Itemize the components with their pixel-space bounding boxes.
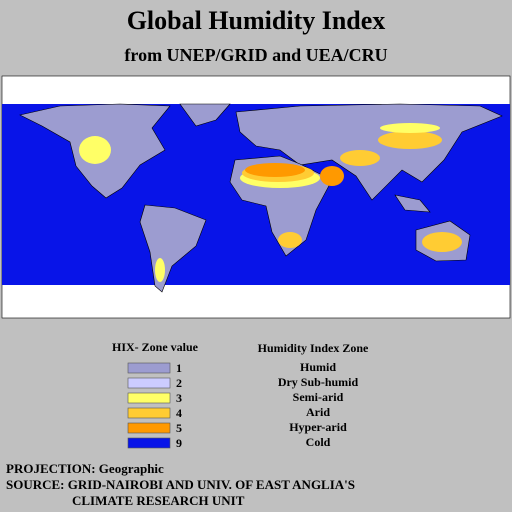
legend-zone-heading: Humidity Index Zone [258,341,369,355]
legend-swatch [127,437,171,449]
legend-swatch [127,362,171,374]
arid-zone [340,150,380,166]
legend-zone: Hyper-arid [289,420,347,434]
legend-zone: Dry Sub-humid [278,375,359,389]
legend-zone: Humid [300,360,336,374]
legend-zone: Semi-arid [293,390,344,404]
indonesia [394,194,431,213]
hyper-arid-zone [320,166,344,186]
legend-value-heading: HIX- Zone value [112,340,199,354]
source: SOURCE: GRID-NAIROBI AND UNIV. OF EAST A… [6,477,355,492]
semi-arid-zone [79,136,111,164]
legend-value: 1 [176,361,182,375]
legend-zone: Arid [306,405,330,419]
legend-zone: Cold [306,435,331,449]
title: Global Humidity Index [127,6,386,35]
semi-arid-zone [380,123,440,133]
source: CLIMATE RESEARCH UNIT [72,493,245,508]
map [1,75,511,319]
semi-arid-zone [155,258,165,282]
legend-swatch [127,377,171,389]
arid-zone [422,232,462,252]
projection: PROJECTION: Geographic [6,461,164,476]
legend-value: 3 [176,391,182,405]
legend-swatch [127,422,171,434]
arid-zone [378,131,442,149]
legend-swatch [127,392,171,404]
subtitle: from UNEP/GRID and UEA/CRU [124,45,387,65]
legend: 1 Humid 2 Dry Sub-humid 3 Semi-arid 4 Arid 5 Hype… [127,360,359,450]
legend-swatch [127,407,171,419]
legend-value: 4 [176,406,182,420]
dry-zones [79,123,462,282]
hyper-arid-zone [245,163,305,177]
legend-value: 2 [176,376,182,390]
legend-value: 9 [176,436,182,450]
arid-zone [278,232,302,248]
greenland [179,103,231,127]
legend-value: 5 [176,421,182,435]
